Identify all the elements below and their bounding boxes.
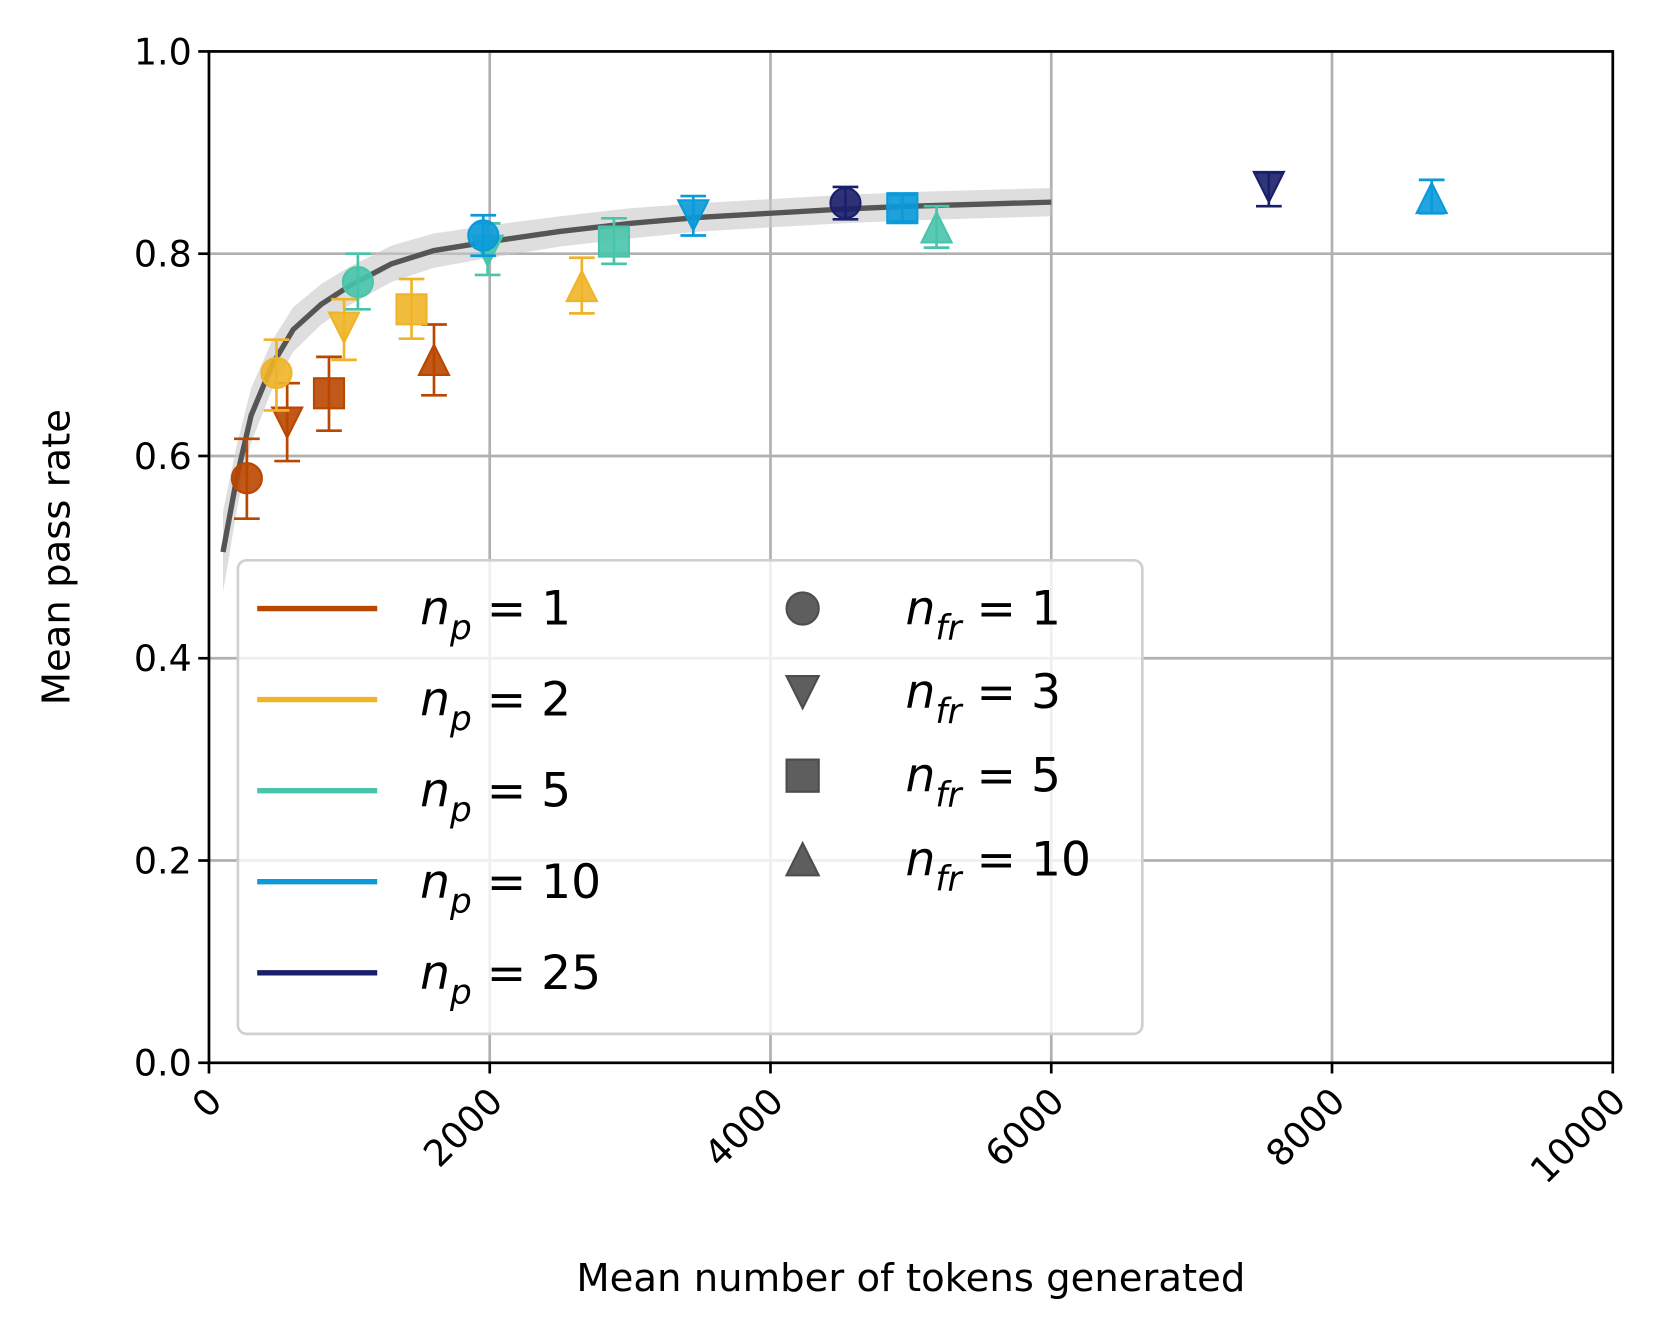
data-point — [312, 355, 346, 433]
legend-marker-swatch — [784, 840, 821, 877]
point-marker — [886, 192, 919, 225]
point-marker — [829, 187, 862, 220]
point-marker — [1414, 180, 1449, 215]
legend-marker-label: nfr = 3 — [906, 665, 1061, 732]
point-marker — [565, 268, 599, 303]
data-point — [1252, 170, 1286, 208]
y-axis-label: Mean pass rate — [35, 409, 80, 705]
point-marker — [919, 210, 954, 244]
data-point — [1414, 178, 1449, 215]
data-point — [597, 216, 631, 266]
x-axis-label: Mean number of tokens generated — [576, 1256, 1245, 1301]
point-marker — [270, 406, 304, 440]
data-point — [395, 277, 428, 340]
legend-marker-label: nfr = 1 — [906, 582, 1061, 649]
legend-box — [236, 558, 1144, 1036]
data-point — [467, 213, 500, 258]
y-tick-label: 0.4 — [134, 637, 192, 680]
point-marker — [417, 342, 451, 376]
point-marker — [230, 462, 263, 495]
legend-color-label: np = 1 — [420, 582, 571, 649]
x-tick-label: 8000 — [1257, 1079, 1353, 1175]
legend-marker-swatch — [785, 758, 820, 793]
legend-color-label: np = 2 — [420, 673, 571, 740]
legend: np = 1 np = 2 np = 5 np = 10 np = 25 nfr = 1 n… — [236, 558, 1144, 1036]
x-tick-label: 6000 — [977, 1079, 1073, 1175]
point-marker — [467, 219, 500, 252]
legend-marker-label: nfr = 10 — [906, 832, 1091, 899]
point-marker — [676, 199, 711, 233]
y-tick-label: 0.8 — [134, 233, 192, 276]
point-marker — [341, 265, 374, 299]
y-tick-label: 1.0 — [134, 30, 192, 73]
x-tick-label: 4000 — [696, 1079, 792, 1175]
legend-marker-label: nfr = 5 — [906, 749, 1061, 816]
point-marker — [327, 311, 361, 345]
point-marker — [312, 377, 346, 410]
data-point — [260, 338, 293, 412]
point-marker — [395, 293, 428, 326]
data-point — [886, 192, 919, 225]
data-point — [829, 185, 862, 221]
data-point — [230, 437, 263, 521]
legend-color-label: np = 10 — [420, 855, 601, 922]
legend-color-label: np = 25 — [420, 946, 601, 1013]
legend-color-label: np = 5 — [420, 764, 571, 831]
y-tick-label: 0.2 — [134, 839, 192, 882]
x-tick-label: 10000 — [1522, 1079, 1634, 1191]
legend-marker-swatch — [784, 674, 821, 711]
point-marker — [1252, 170, 1286, 205]
y-tick-label: 0.6 — [134, 435, 192, 478]
x-tick-label: 0 — [184, 1079, 231, 1126]
x-tick-label: 2000 — [415, 1079, 511, 1175]
point-marker — [260, 356, 293, 390]
legend-marker-swatch — [785, 591, 820, 626]
y-tick-label: 0.0 — [134, 1042, 192, 1085]
data-point — [919, 204, 954, 249]
data-point — [565, 256, 599, 315]
data-point — [676, 194, 711, 237]
plot-frame — [207, 50, 1615, 1065]
data-points — [230, 170, 1449, 521]
point-marker — [597, 225, 631, 258]
data-point — [417, 323, 451, 397]
data-point — [327, 297, 361, 362]
data-point — [341, 252, 374, 311]
